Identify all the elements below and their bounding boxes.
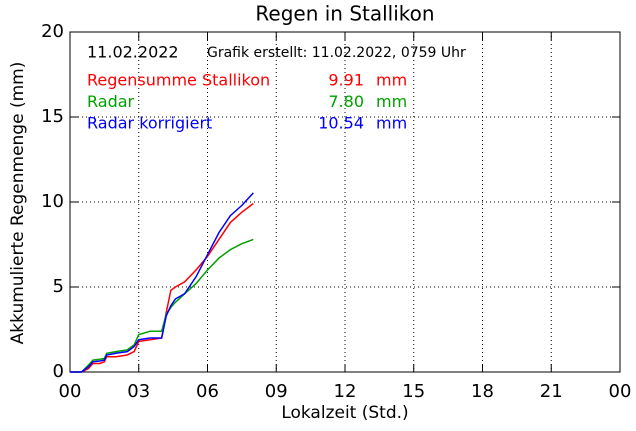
- y-tick-label: 10: [41, 191, 64, 212]
- legend-unit: mm: [376, 92, 407, 111]
- x-tick-label: 18: [471, 381, 494, 402]
- y-tick-label: 0: [53, 361, 64, 382]
- y-tick-label: 20: [41, 21, 64, 42]
- legend-label: Radar: [87, 92, 135, 111]
- legend-total: 10.54: [318, 114, 364, 133]
- x-tick-label: 03: [127, 381, 150, 402]
- data-line: [70, 202, 254, 373]
- data-line: [70, 192, 254, 373]
- y-tick-label: 15: [41, 106, 64, 127]
- legend-unit: mm: [376, 114, 407, 133]
- data-line: [70, 238, 254, 373]
- x-tick-label: 09: [265, 381, 288, 402]
- x-tick-label: 00: [59, 381, 82, 402]
- chart-title: Regen in Stallikon: [255, 2, 434, 26]
- x-axis-label: Lokalzeit (Std.): [281, 403, 408, 423]
- legend-total: 7.80: [328, 92, 364, 111]
- x-tick-label: 12: [334, 381, 357, 402]
- legend-total: 9.91: [328, 71, 364, 90]
- legend-unit: mm: [376, 71, 407, 90]
- legend-label: Regensumme Stallikon: [87, 71, 270, 90]
- x-tick-label: 21: [540, 381, 563, 402]
- x-tick-label: 06: [196, 381, 219, 402]
- y-tick-label: 5: [53, 276, 64, 297]
- y-axis-label: Akkumulierte Regenmenge (mm): [8, 62, 28, 345]
- x-tick-label: 00: [609, 381, 632, 402]
- created-label: Grafik erstellt: 11.02.2022, 0759 Uhr: [207, 45, 466, 61]
- legend-label: Radar korrigiert: [87, 114, 212, 133]
- x-tick-label: 15: [402, 381, 425, 402]
- date-label: 11.02.2022: [87, 43, 179, 62]
